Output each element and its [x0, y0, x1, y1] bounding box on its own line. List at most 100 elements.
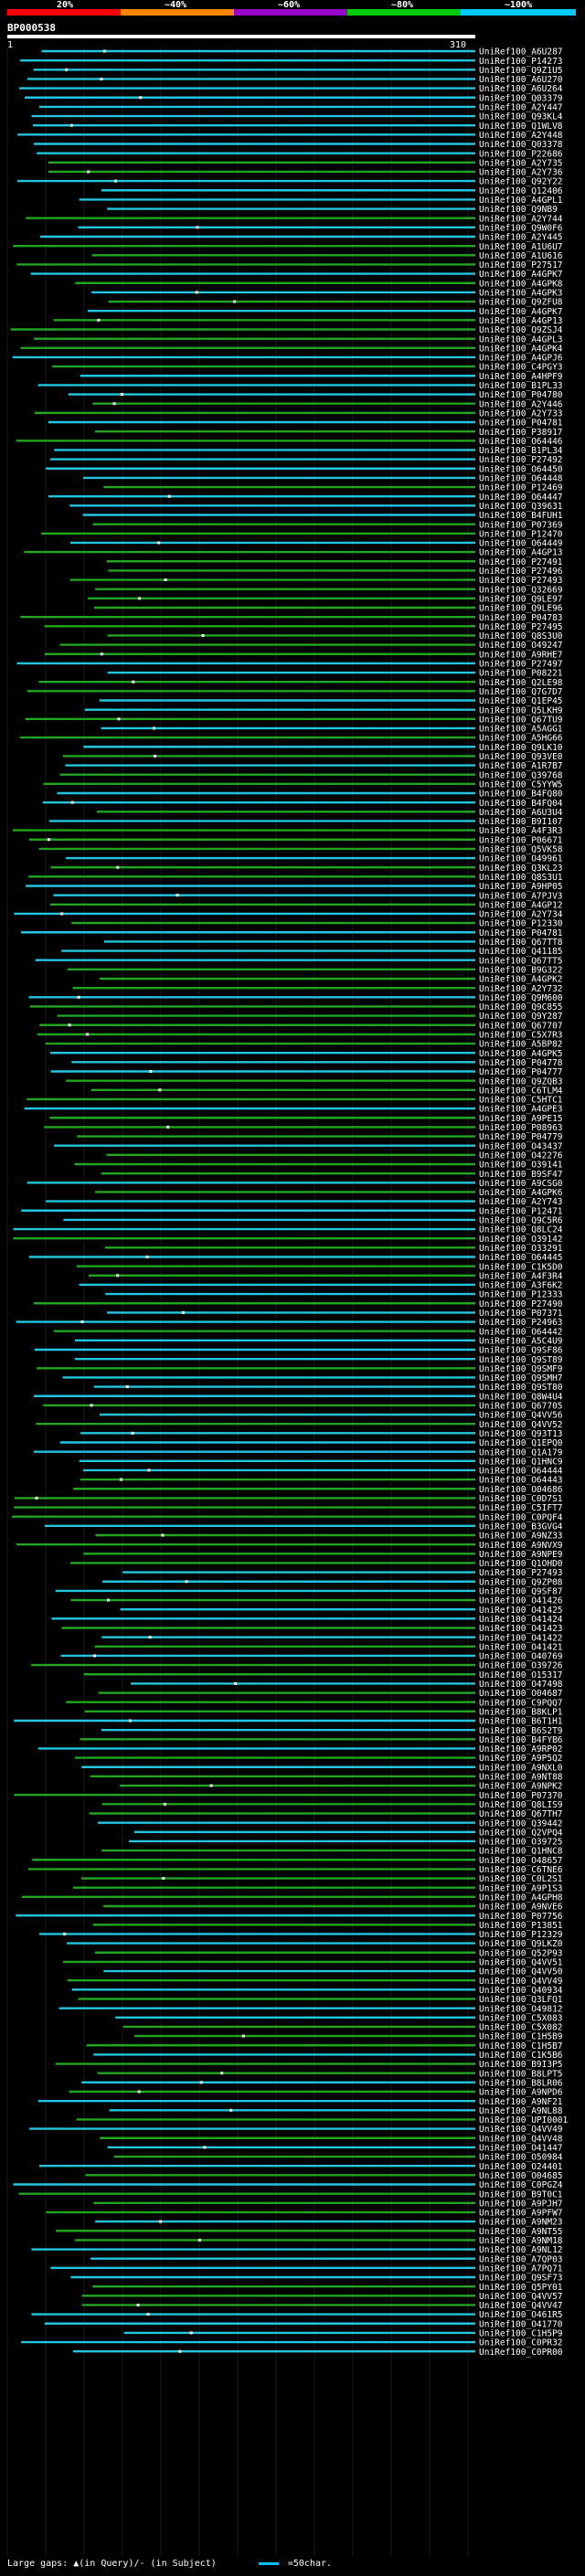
hit-label[interactable]: UniRef100_Q67707	[479, 1021, 563, 1031]
hit-label[interactable]: UniRef100_Q5LKH9	[479, 705, 563, 716]
hit-label[interactable]: UniRef100_C5IFT7	[479, 1503, 563, 1513]
hit-label[interactable]: UniRef100_C0L2S1	[479, 1874, 563, 1884]
hit-label[interactable]: UniRef100_B9G322	[479, 965, 563, 975]
hit-label[interactable]: UniRef100_O47498	[479, 1680, 563, 1690]
hit-label[interactable]: UniRef100_A4F3R4	[479, 1271, 563, 1281]
hit-label[interactable]: UniRef100_Q9SF73	[479, 2274, 563, 2284]
hit-label[interactable]: UniRef100_P04783	[479, 613, 563, 623]
hit-label[interactable]: UniRef100_A2Y732	[479, 984, 563, 994]
hit-label[interactable]: UniRef100_A4GPK6	[479, 1188, 563, 1198]
hit-label[interactable]: UniRef100_P04781	[479, 419, 563, 429]
hit-label[interactable]: UniRef100_A2Y743	[479, 1197, 563, 1207]
hit-label[interactable]: UniRef100_Q9ST89	[479, 1355, 563, 1365]
hit-label[interactable]: UniRef100_O04687	[479, 1689, 563, 1699]
hit-label[interactable]: UniRef100_P12471	[479, 1206, 563, 1216]
hit-label[interactable]: UniRef100_Q9LE97	[479, 594, 563, 604]
hit-label[interactable]: UniRef100_O49812	[479, 2004, 563, 2014]
hit-label[interactable]: UniRef100_O64444	[479, 1467, 563, 1477]
hit-label[interactable]: UniRef100_A4GP12	[479, 900, 563, 910]
hit-label[interactable]: UniRef100_Q8S3U1	[479, 873, 563, 883]
hit-label[interactable]: UniRef100_Q9SF86	[479, 1346, 563, 1356]
hit-label[interactable]: UniRef100_A2Y736	[479, 168, 563, 178]
hit-label[interactable]: UniRef100_Q4VV52	[479, 1420, 563, 1430]
hit-label[interactable]: UniRef100_A2Y447	[479, 103, 563, 113]
hit-label[interactable]: UniRef100_A1U6U7	[479, 242, 563, 252]
hit-label[interactable]: UniRef100_P27495	[479, 622, 563, 632]
hit-label[interactable]: UniRef100_P27490	[479, 1299, 563, 1309]
hit-label[interactable]: UniRef100_C5X083	[479, 2013, 563, 2023]
hit-label[interactable]: UniRef100_Q1EP45	[479, 696, 563, 706]
hit-label[interactable]: UniRef100_O461R5	[479, 2310, 563, 2320]
hit-label[interactable]: UniRef100_A5BP82	[479, 1040, 563, 1050]
hit-label[interactable]: UniRef100_B9SF47	[479, 1170, 563, 1180]
hit-label[interactable]: UniRef100_Q40934	[479, 1986, 563, 1996]
hit-label[interactable]: UniRef100_Q67TT8	[479, 938, 563, 948]
hit-label[interactable]: UniRef100_P13851	[479, 1921, 563, 1931]
hit-label[interactable]: UniRef100_Q1WLV8	[479, 122, 563, 132]
hit-label[interactable]: UniRef100_C5YYW5	[479, 779, 563, 790]
hit-label[interactable]: UniRef100_B1PL33	[479, 381, 563, 391]
hit-label[interactable]: UniRef100_B6S2T9	[479, 1726, 563, 1736]
hit-label[interactable]: UniRef100_C0PQF4	[479, 1512, 563, 1522]
hit-label[interactable]: UniRef100_A4GPK5	[479, 1049, 563, 1059]
hit-label[interactable]: UniRef100_Q5PY01	[479, 2283, 563, 2293]
hit-label[interactable]: UniRef100_Q41185	[479, 947, 563, 957]
hit-label[interactable]: UniRef100_Q3LFQ1	[479, 1995, 563, 2005]
hit-label[interactable]: UniRef100_Q2VPQ4	[479, 1828, 563, 1838]
hit-label[interactable]: UniRef100_A7QP03	[479, 2254, 563, 2264]
hit-label[interactable]: UniRef100_A9NT88	[479, 1773, 563, 1783]
hit-label[interactable]: UniRef100_O04686	[479, 1485, 563, 1495]
hit-label[interactable]: UniRef100_A4GP13	[479, 548, 563, 558]
hit-label[interactable]: UniRef100_A6U287	[479, 48, 563, 58]
hit-label[interactable]: UniRef100_A4GPL1	[479, 196, 563, 206]
hit-label[interactable]: UniRef100_B1PL34	[479, 446, 563, 456]
hit-label[interactable]: UniRef100_Q52P93	[479, 1948, 563, 1958]
hit-label[interactable]: UniRef100_A9PJH7	[479, 2199, 563, 2209]
hit-label[interactable]: UniRef100_A6U3U4	[479, 808, 563, 818]
hit-label[interactable]: UniRef100_P22686	[479, 149, 563, 159]
hit-label[interactable]: UniRef100_O41423	[479, 1624, 563, 1634]
hit-label[interactable]: UniRef100_A9P1S3	[479, 1883, 563, 1893]
hit-label[interactable]: UniRef100_Q5VK58	[479, 845, 563, 855]
hit-label[interactable]: UniRef100_P27497	[479, 660, 563, 670]
hit-label[interactable]: UniRef100_A5HG66	[479, 734, 563, 744]
hit-label[interactable]: UniRef100_P38917	[479, 428, 563, 438]
hit-label[interactable]: UniRef100_B4FYB6	[479, 1735, 563, 1745]
hit-label[interactable]: UniRef100_O64450	[479, 464, 563, 474]
hit-label[interactable]: UniRef100_A4GPK3	[479, 289, 563, 299]
hit-label[interactable]: UniRef100_O41447	[479, 2144, 563, 2154]
hit-label[interactable]: UniRef100_A4GPK8	[479, 279, 563, 289]
hit-label[interactable]: UniRef100_A9HP05	[479, 882, 563, 892]
hit-label[interactable]: UniRef100_A4GP13	[479, 316, 563, 326]
hit-label[interactable]: UniRef100_Q67TH7	[479, 1809, 563, 1819]
hit-label[interactable]: UniRef100_Q7G7D7	[479, 687, 563, 697]
hit-label[interactable]: UniRef100_A4GPE3	[479, 1105, 563, 1115]
hit-label[interactable]: UniRef100_B9T0C1	[479, 2189, 563, 2200]
hit-label[interactable]: UniRef100_O40769	[479, 1652, 563, 1662]
hit-label[interactable]: UniRef100_Q9SMF9	[479, 1364, 563, 1374]
hit-label[interactable]: UniRef100_O64445	[479, 1253, 563, 1263]
hit-label[interactable]: UniRef100_O64442	[479, 1327, 563, 1337]
hit-label[interactable]: UniRef100_Q9NB9	[479, 205, 558, 215]
hit-label[interactable]: UniRef100_Q4VV48	[479, 2134, 563, 2144]
hit-label[interactable]: UniRef100_Q9ST80	[479, 1383, 563, 1393]
hit-label[interactable]: UniRef100_O39142	[479, 1235, 563, 1245]
hit-label[interactable]: UniRef100_Q67TT5	[479, 956, 563, 966]
hit-label[interactable]: UniRef100_B8LR06	[479, 2078, 563, 2088]
hit-label[interactable]: UniRef100_A2Y448	[479, 131, 563, 141]
hit-label[interactable]: UniRef100_O33291	[479, 1244, 563, 1254]
hit-label[interactable]: UniRef100_A9RP02	[479, 1744, 563, 1754]
hit-label[interactable]: UniRef100_O49961	[479, 854, 563, 864]
hit-label[interactable]: UniRef100_B8LPT5	[479, 2069, 563, 2079]
hit-label[interactable]: UniRef100_A5C4U9	[479, 1336, 563, 1346]
hit-label[interactable]: UniRef100_C0PGZ4	[479, 2180, 563, 2190]
hit-label[interactable]: UniRef100_B4FQ80	[479, 790, 563, 800]
hit-label[interactable]: UniRef100_O64449	[479, 539, 563, 549]
hit-label[interactable]: UniRef100_P14273	[479, 57, 563, 67]
hit-label[interactable]: UniRef100_A2Y445	[479, 233, 563, 243]
hit-label[interactable]: UniRef100_Q03378	[479, 140, 563, 150]
hit-label[interactable]: UniRef100_A2Y744	[479, 214, 563, 224]
hit-label[interactable]: UniRef100_C5X7R3	[479, 1031, 563, 1041]
hit-label[interactable]: UniRef100_P27496	[479, 567, 563, 577]
hit-label[interactable]: UniRef100_O42276	[479, 1150, 563, 1161]
